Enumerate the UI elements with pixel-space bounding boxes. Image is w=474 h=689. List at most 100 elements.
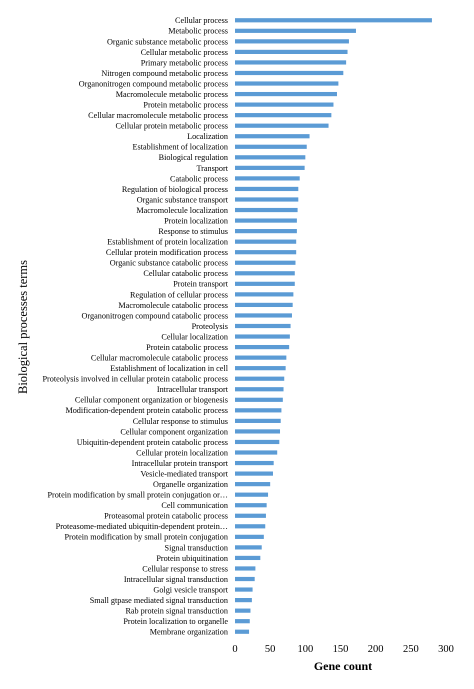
bar	[235, 513, 266, 518]
category-label: Biological regulation	[159, 153, 228, 162]
category-label: Transport	[196, 164, 228, 173]
x-tick-label: 50	[265, 644, 276, 655]
category-label: Macromolecule catabolic process	[118, 301, 228, 310]
category-label: Cell communication	[161, 501, 228, 510]
bar	[235, 376, 285, 381]
bar	[235, 503, 267, 508]
bar	[235, 218, 297, 223]
category-label: Protein ubiquitination	[156, 554, 228, 563]
category-label: Metabolic process	[168, 27, 228, 36]
bar	[235, 387, 284, 392]
bar	[235, 49, 348, 54]
bar	[235, 197, 299, 202]
bar	[235, 229, 297, 234]
bar	[235, 344, 290, 350]
bar	[235, 302, 293, 308]
category-label: Macromolecule localization	[136, 206, 228, 215]
bar	[235, 397, 283, 402]
bars-group	[235, 18, 432, 634]
bar	[235, 608, 251, 613]
bar	[235, 70, 344, 76]
category-label: Cellular component organization	[120, 427, 228, 436]
category-label: Organic substance catabolic process	[110, 259, 228, 268]
category-label: Intracellular protein transport	[132, 459, 229, 468]
category-label: Establishment of localization	[133, 143, 229, 152]
bar	[235, 60, 347, 65]
category-label: Cellular protein localization	[136, 448, 228, 457]
bar	[235, 250, 297, 255]
category-label: Protein catabolic process	[146, 343, 228, 352]
category-label: Protein localization	[164, 216, 228, 225]
x-axis-title: Gene count	[314, 659, 372, 673]
category-label: Organic substance transport	[137, 195, 229, 204]
bar	[235, 439, 280, 445]
bar	[235, 366, 286, 371]
category-label: Cellular localization	[161, 332, 228, 341]
category-label: Protein modification by small protein co…	[65, 533, 229, 542]
bar	[235, 39, 349, 44]
bar	[235, 292, 294, 297]
category-label: Signal transduction	[165, 543, 228, 552]
bar	[235, 81, 339, 86]
bar	[235, 555, 261, 561]
bar	[235, 271, 295, 276]
bar	[235, 207, 298, 213]
category-label: Small gtpase mediated signal transductio…	[90, 596, 228, 605]
bar	[235, 313, 292, 318]
category-label: Establishment of protein localization	[107, 238, 228, 247]
category-label: Catabolic process	[170, 174, 228, 183]
category-label: Membrane organization	[150, 628, 228, 637]
bar	[235, 534, 264, 539]
bar	[235, 144, 307, 149]
category-label: Proteolysis	[192, 322, 228, 331]
bar	[235, 28, 356, 33]
category-label: Intracellular transport	[157, 385, 229, 394]
bar	[235, 566, 256, 571]
x-tick-label: 150	[333, 644, 349, 655]
bar	[235, 482, 271, 487]
bar	[235, 450, 278, 455]
category-label: Macromolecule metabolic process	[116, 90, 228, 99]
bar	[235, 629, 250, 634]
category-label: Organelle organization	[153, 480, 228, 489]
category-label: Organonitrogen compound catabolic proces…	[82, 311, 229, 320]
bar	[235, 524, 266, 529]
category-label: Organonitrogen compound metabolic proces…	[79, 79, 228, 88]
category-label: Vesicle-mediated transport	[140, 469, 228, 478]
category-label: Proteolysis involved in cellular protein…	[42, 375, 228, 384]
bar	[235, 281, 295, 286]
bar	[235, 619, 250, 624]
category-label: Ubiquitin-dependent protein catabolic pr…	[77, 438, 228, 447]
x-tick-label: 200	[368, 644, 384, 655]
x-tick-label: 100	[297, 644, 313, 655]
category-label: Response to stimulus	[158, 227, 228, 236]
x-tick-label: 250	[403, 644, 419, 655]
bar	[235, 334, 290, 339]
x-tick-labels: 0 50 100 150 200 250 300	[232, 644, 454, 655]
y-axis-title: Biological processes terms	[16, 260, 30, 394]
bar	[235, 165, 305, 170]
category-label: Establishment of localization in cell	[110, 364, 229, 373]
bar	[235, 408, 282, 413]
bar	[235, 355, 287, 360]
category-label: Proteasome-mediated ubiquitin-dependent …	[56, 522, 228, 531]
category-label: Primary metabolic process	[141, 58, 228, 67]
bar	[235, 102, 334, 107]
category-label: Cellular component organization or bioge…	[75, 396, 228, 405]
bar	[235, 545, 262, 550]
category-labels: Cellular process Metabolic process Organic…	[42, 16, 228, 636]
bar	[235, 492, 269, 497]
category-label: Regulation of cellular process	[130, 290, 228, 299]
category-label: Cellular process	[175, 16, 228, 25]
x-tick-label: 300	[438, 644, 454, 655]
bar	[235, 186, 299, 192]
category-label: Protein modification by small protein co…	[47, 491, 228, 500]
x-tick-label: 0	[232, 644, 237, 655]
category-label: Golgi vesicle transport	[153, 585, 228, 594]
bar	[235, 323, 291, 329]
category-label: Cellular response to stress	[142, 564, 228, 573]
bar	[235, 239, 297, 244]
category-label: Intracellular signal transduction	[124, 575, 228, 584]
category-label: Modification-dependent protein catabolic…	[65, 406, 228, 415]
